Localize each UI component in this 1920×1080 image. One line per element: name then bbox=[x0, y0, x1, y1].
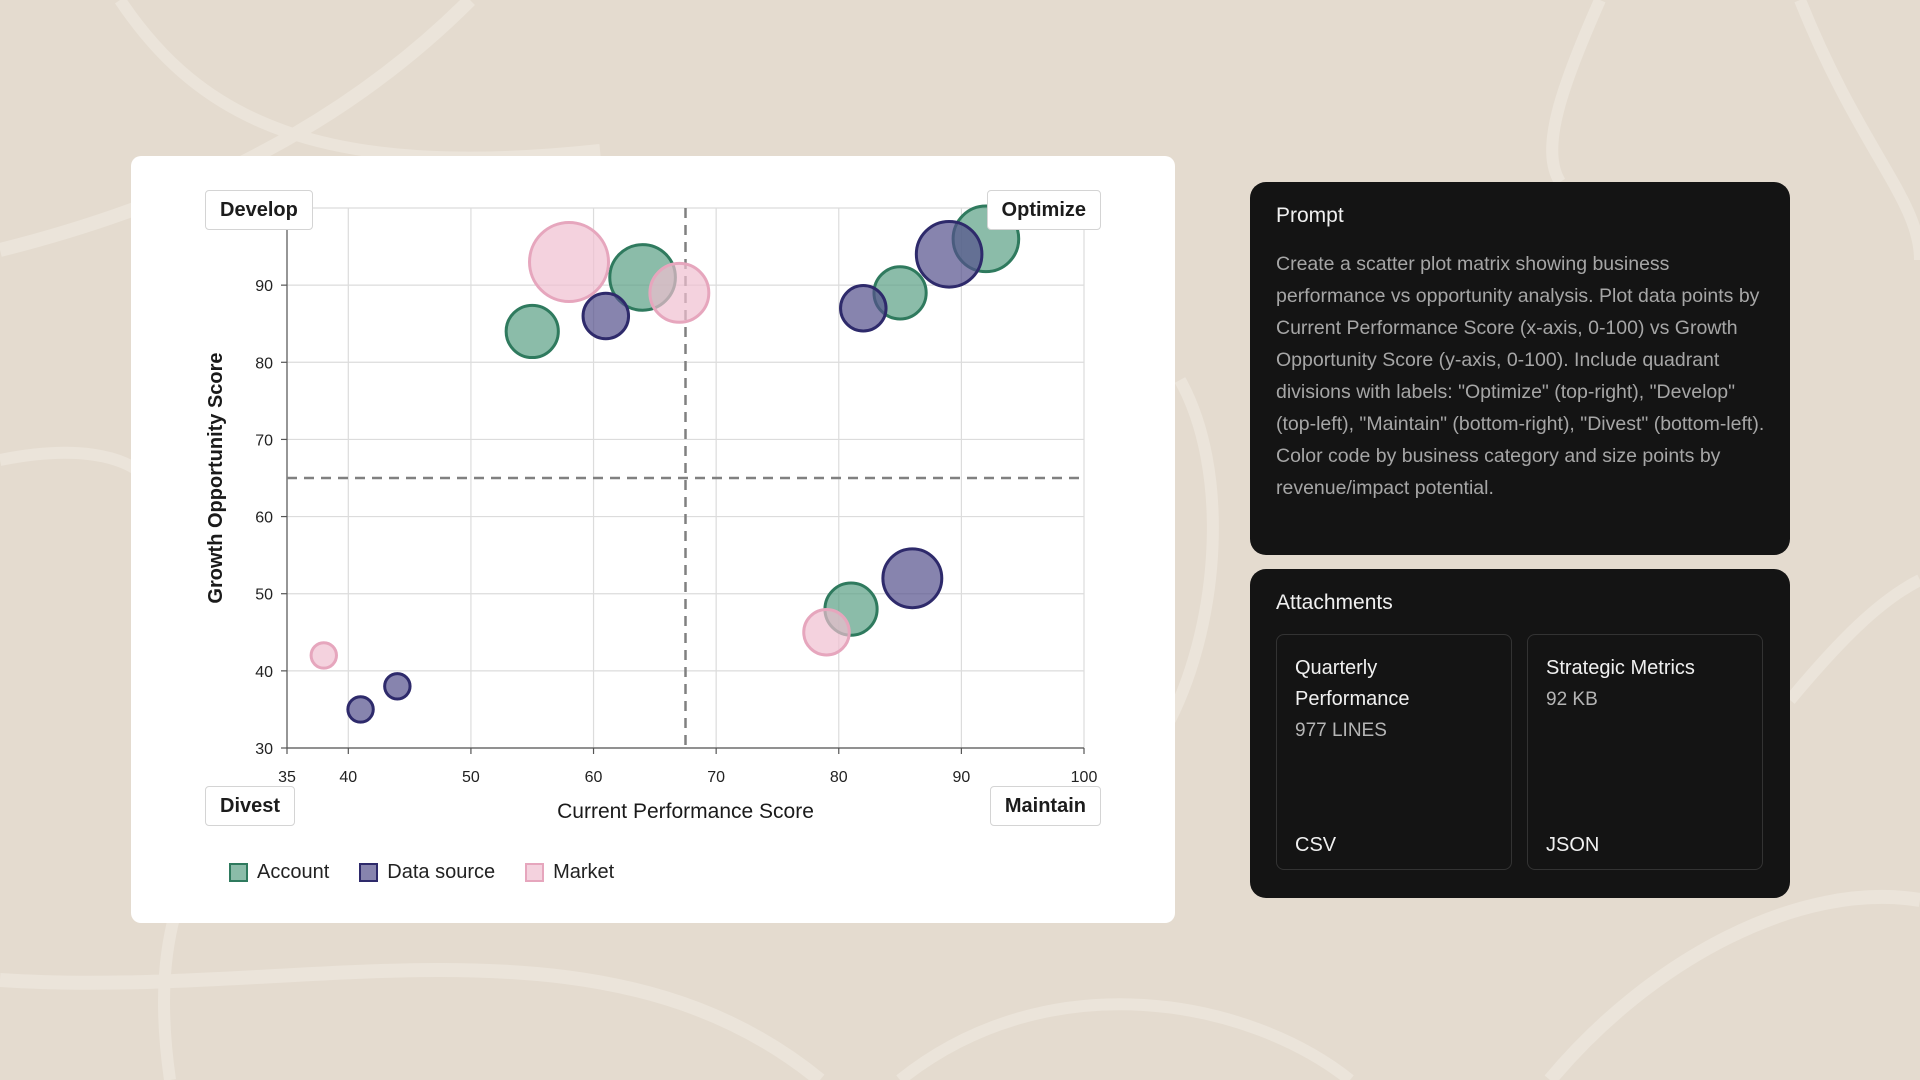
data-point-market bbox=[309, 641, 338, 670]
data-point-data-source bbox=[839, 284, 888, 333]
quadrant-label-divest: Divest bbox=[205, 786, 296, 826]
attachments-panel: Attachments Quarterly Performance 977 LI… bbox=[1250, 569, 1790, 898]
prompt-title: Prompt bbox=[1276, 204, 1344, 227]
attachment-name: Strategic Metrics bbox=[1546, 657, 1695, 679]
legend-swatch-account bbox=[229, 863, 248, 882]
prompt-text: Create a scatter plot matrix showing bus… bbox=[1276, 253, 1765, 499]
data-point-data-source bbox=[881, 547, 944, 610]
scatter-plot: 3540506070809010030405060708090100Curren… bbox=[205, 201, 1098, 823]
attachment-name: Quarterly Performance bbox=[1295, 657, 1410, 710]
data-point-market bbox=[802, 608, 851, 657]
y-tick-label: 50 bbox=[255, 587, 273, 604]
data-point-account bbox=[504, 303, 560, 360]
x-tick-label: 90 bbox=[952, 769, 970, 786]
x-tick-label: 50 bbox=[462, 769, 480, 786]
x-axis-title: Current Performance Score bbox=[557, 800, 814, 823]
y-tick-label: 60 bbox=[255, 510, 273, 527]
chart-card: 3540506070809010030405060708090100Curren… bbox=[131, 156, 1175, 923]
attachment-type: JSON bbox=[1546, 834, 1600, 856]
legend-label-market: Market bbox=[553, 861, 615, 883]
attachment-card-quarterly-performance[interactable]: Quarterly Performance 977 LINES CSV bbox=[1276, 634, 1512, 870]
y-axis-title: Growth Opportunity Score bbox=[205, 352, 227, 603]
legend-item-market: Market bbox=[525, 861, 614, 884]
data-point-data-source bbox=[914, 219, 984, 289]
legend-item-data-source: Data source bbox=[359, 861, 495, 884]
attachment-name-block: Quarterly Performance 977 LINES bbox=[1295, 653, 1495, 746]
attachment-type: CSV bbox=[1295, 834, 1337, 856]
data-point-data-source bbox=[383, 672, 412, 701]
data-point-market bbox=[528, 221, 611, 303]
quadrant-label-optimize: Optimize bbox=[986, 190, 1101, 230]
data-point-market bbox=[648, 261, 711, 324]
attachment-name-block: Strategic Metrics 92 KB bbox=[1546, 653, 1746, 715]
y-tick-label: 40 bbox=[255, 664, 273, 681]
x-tick-label: 40 bbox=[339, 769, 357, 786]
legend-item-account: Account bbox=[229, 861, 329, 884]
prompt-panel: Prompt Create a scatter plot matrix show… bbox=[1250, 182, 1790, 555]
quadrant-label-develop: Develop bbox=[205, 190, 313, 230]
attachment-size: 92 KB bbox=[1546, 689, 1598, 710]
legend-swatch-market bbox=[525, 863, 545, 882]
y-tick-label: 70 bbox=[255, 432, 273, 449]
data-point-data-source bbox=[581, 291, 631, 341]
attachments-title: Attachments bbox=[1276, 591, 1393, 614]
chart-legend: Account Data source Market bbox=[229, 861, 614, 884]
x-tick-label: 35 bbox=[278, 769, 296, 786]
data-point-data-source bbox=[346, 695, 375, 724]
legend-label-account: Account bbox=[257, 861, 330, 883]
attachment-size: 977 LINES bbox=[1295, 720, 1387, 741]
y-tick-label: 90 bbox=[255, 278, 273, 295]
x-tick-label: 80 bbox=[830, 769, 848, 786]
x-tick-label: 60 bbox=[585, 769, 603, 786]
y-tick-label: 80 bbox=[255, 355, 273, 372]
y-tick-label: 30 bbox=[255, 741, 273, 758]
legend-label-data-source: Data source bbox=[387, 861, 496, 883]
attachment-card-strategic-metrics[interactable]: Strategic Metrics 92 KB JSON bbox=[1527, 634, 1763, 870]
x-tick-label: 100 bbox=[1071, 769, 1098, 786]
legend-swatch-data-source bbox=[359, 863, 379, 882]
x-tick-label: 70 bbox=[707, 769, 725, 786]
quadrant-label-maintain: Maintain bbox=[989, 786, 1101, 826]
